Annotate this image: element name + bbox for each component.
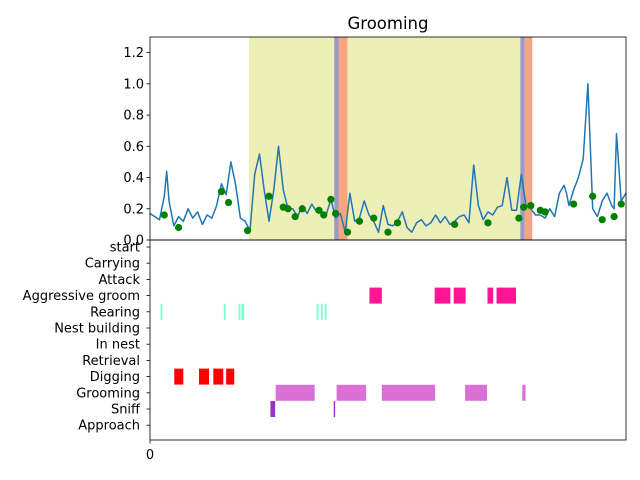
category-label: Aggressive groom xyxy=(23,289,140,304)
event-bar xyxy=(324,303,327,320)
event-marker xyxy=(343,228,352,236)
event-bar xyxy=(213,368,224,385)
event-bar xyxy=(453,287,466,304)
event-marker xyxy=(520,203,528,211)
event-marker xyxy=(217,187,225,196)
event-marker xyxy=(370,214,378,222)
event-marker xyxy=(484,219,492,227)
category-label: Digging xyxy=(90,370,140,385)
event-marker xyxy=(451,220,459,228)
event-marker xyxy=(617,200,625,208)
highlight-span xyxy=(524,37,533,240)
event-marker xyxy=(332,209,340,218)
event-bar xyxy=(160,303,163,320)
category-label: Carrying xyxy=(85,257,140,272)
event-marker xyxy=(284,205,292,213)
event-marker xyxy=(598,216,606,224)
event-bar xyxy=(522,384,526,401)
event-bar xyxy=(320,303,323,320)
y-tick-label: 1.2 xyxy=(123,46,144,61)
highlight-span xyxy=(334,37,339,240)
event-marker xyxy=(320,211,328,219)
category-label: Retrieval xyxy=(82,354,140,369)
event-bar xyxy=(434,287,451,304)
event-bar xyxy=(199,368,210,385)
event-bar xyxy=(381,384,436,401)
event-bar xyxy=(226,368,235,385)
event-bar xyxy=(238,303,241,320)
x-tick-label: 0 xyxy=(146,448,154,463)
event-marker xyxy=(224,198,233,207)
event-marker xyxy=(160,211,168,219)
event-marker xyxy=(384,228,392,236)
data-line xyxy=(149,83,627,233)
event-marker xyxy=(570,200,578,208)
highlight-span xyxy=(249,37,335,240)
event-marker xyxy=(393,219,402,227)
event-marker xyxy=(265,192,273,200)
category-label: Sniff xyxy=(111,403,141,418)
category-label: Grooming xyxy=(76,386,140,401)
category-label: Approach xyxy=(78,419,140,434)
event-bar xyxy=(336,384,367,401)
event-bar xyxy=(369,287,382,304)
event-marker xyxy=(610,212,618,221)
event-bar xyxy=(496,287,517,304)
event-bar xyxy=(223,303,226,320)
top-plot: 0.0 0.2 0.4 0.6 0.8 1.0 1.2 xyxy=(123,36,627,249)
y-tick-label: 0.4 xyxy=(123,171,144,186)
event-marker xyxy=(355,217,364,225)
y-tick-label: 0.8 xyxy=(123,109,144,124)
event-marker xyxy=(541,208,549,216)
y-tick-label: 0.6 xyxy=(123,140,144,155)
event-marker xyxy=(298,205,306,213)
y-tick-label: 0.2 xyxy=(123,202,144,217)
highlight-span xyxy=(347,37,521,240)
event-marker xyxy=(291,212,299,221)
event-bar xyxy=(316,303,319,320)
category-label: Rearing xyxy=(90,305,140,320)
event-marker xyxy=(327,195,335,203)
category-label: In nest xyxy=(96,338,140,353)
bottom-axes-frame xyxy=(149,239,627,441)
y-tick-label: 0.0 xyxy=(123,234,144,249)
event-bar xyxy=(465,384,488,401)
event-marker xyxy=(589,192,597,200)
category-label: Attack xyxy=(98,273,140,288)
event-marker xyxy=(315,206,323,214)
y-tick-label: 1.0 xyxy=(123,77,144,92)
category-label: start xyxy=(110,241,140,256)
event-bar xyxy=(275,384,315,401)
event-bar xyxy=(174,368,184,385)
event-bar xyxy=(270,401,276,417)
event-marker xyxy=(243,227,252,235)
event-bar xyxy=(487,287,494,304)
event-bar xyxy=(333,401,336,417)
event-marker xyxy=(515,214,523,222)
event-marker xyxy=(527,202,535,210)
chart-title: Grooming xyxy=(348,14,429,33)
highlight-span xyxy=(338,37,348,240)
event-bar xyxy=(241,303,245,320)
event-marker xyxy=(174,223,183,232)
highlight-span xyxy=(520,37,525,240)
category-label: Nest building xyxy=(54,322,140,337)
